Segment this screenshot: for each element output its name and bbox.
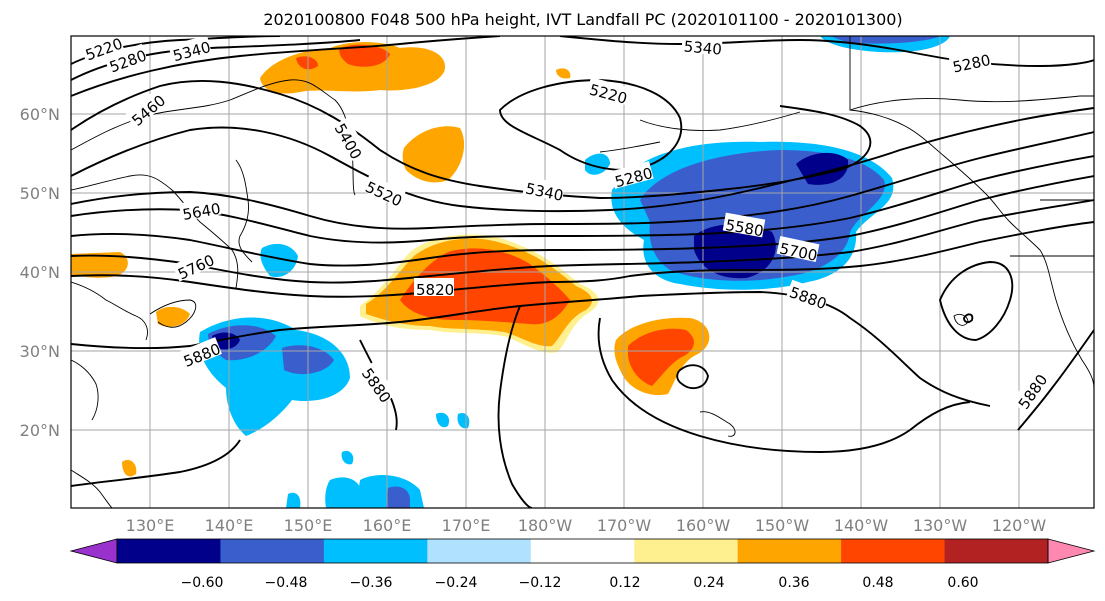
lon-label: 150°E xyxy=(284,516,333,535)
graticule xyxy=(71,36,1094,508)
latitude-labels: 60°N 50°N 40°N 30°N 20°N xyxy=(20,105,60,440)
colorbar-segment xyxy=(117,539,221,563)
lat-label: 60°N xyxy=(20,105,60,124)
lon-label: 120°W xyxy=(992,516,1047,535)
colorbar-segment xyxy=(427,539,532,563)
lon-label: 140°W xyxy=(834,516,889,535)
lat-label: 20°N xyxy=(20,421,60,440)
colorbar-segment xyxy=(323,539,428,563)
colorbar-tick-label: −0.36 xyxy=(350,575,393,591)
colorbar-extend-high xyxy=(1047,538,1096,564)
figure-title: 2020100800 F048 500 hPa height, IVT Land… xyxy=(263,10,902,29)
lon-label: 170°E xyxy=(442,516,491,535)
lon-label: 140°E xyxy=(205,516,254,535)
lon-label: 160°E xyxy=(363,516,412,535)
colorbar-tick-label: 0.60 xyxy=(947,575,978,591)
colorbar-tick-label: −0.48 xyxy=(265,575,308,591)
colorbar-segment xyxy=(530,539,635,563)
colorbar-tick-label: 0.36 xyxy=(778,575,809,591)
colorbar-tick-label: −0.12 xyxy=(519,575,562,591)
colorbar-tick-label: 0.12 xyxy=(609,575,640,591)
longitude-labels: 130°E 140°E 150°E 160°E 170°E 180°W 170°… xyxy=(126,516,1047,535)
contour-label: 5340 xyxy=(683,37,723,58)
contour-label: 5820 xyxy=(416,281,454,299)
lon-label: 130°W xyxy=(913,516,968,535)
colorbar-segment xyxy=(944,539,1049,563)
colorbar-segment xyxy=(841,539,946,563)
colorbar-segment xyxy=(634,539,739,563)
colorbar-extend-low xyxy=(69,538,118,564)
lon-label: 160°W xyxy=(676,516,731,535)
lat-label: 50°N xyxy=(20,184,60,203)
lon-label: 180°W xyxy=(518,516,573,535)
colorbar-tick-label: −0.24 xyxy=(435,575,478,591)
colorbar-tick-label: 0.24 xyxy=(693,575,724,591)
lon-label: 130°E xyxy=(126,516,175,535)
lat-label: 40°N xyxy=(20,263,60,282)
colorbar xyxy=(69,538,1096,564)
map-frame xyxy=(70,35,1095,509)
lon-label: 170°W xyxy=(597,516,652,535)
colorbar-tick-label: −0.60 xyxy=(181,575,224,591)
colorbar-segment xyxy=(220,539,325,563)
lon-label: 150°W xyxy=(755,516,810,535)
colorbar-frame xyxy=(116,538,1049,564)
lat-label: 30°N xyxy=(20,342,60,361)
colorbar-segment xyxy=(737,539,842,563)
colorbar-tick-labels: −0.60 −0.48 −0.36 −0.24 −0.12 0.12 0.24 … xyxy=(181,575,979,591)
colorbar-tick-label: 0.48 xyxy=(862,575,893,591)
